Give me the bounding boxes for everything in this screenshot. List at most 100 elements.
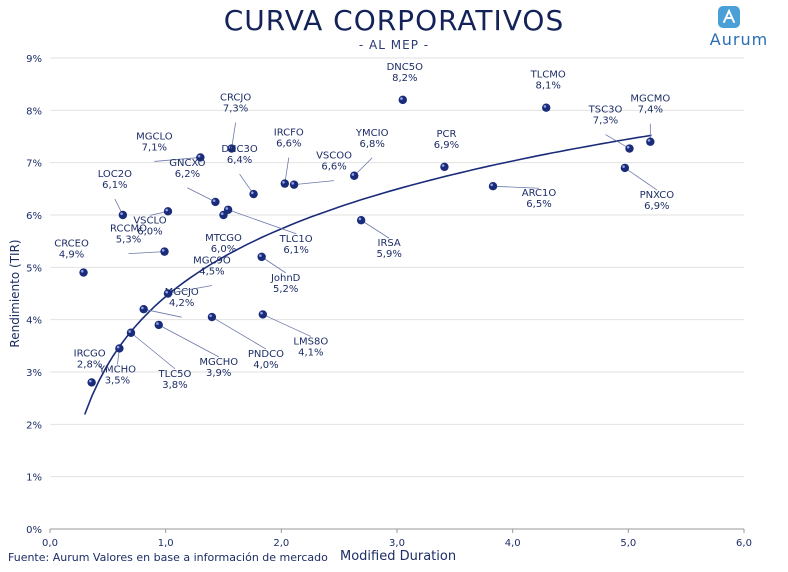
- data-point: [163, 207, 173, 216]
- point-label: TLC5O: [158, 369, 192, 380]
- leader-line: [130, 332, 176, 370]
- data-point-highlight: [80, 269, 84, 273]
- chart-title: CURVA CORPORATIVOS: [223, 4, 565, 37]
- point-label: PNXCO: [640, 190, 675, 201]
- data-point: [257, 252, 266, 262]
- data-point: [160, 247, 169, 256]
- data-point-highlight: [250, 191, 254, 195]
- point-label: CRCJO: [220, 93, 251, 104]
- y-tick-label: 2%: [26, 420, 42, 431]
- point-value-label: 6,4%: [227, 155, 252, 166]
- data-point: [118, 210, 128, 220]
- data-point-highlight: [543, 105, 547, 108]
- point-value-label: 7,1%: [142, 142, 167, 153]
- point-label: ARC1O: [522, 188, 557, 199]
- leader-line: [360, 219, 390, 239]
- chart-subtitle: - AL MEP -: [358, 38, 430, 52]
- point-value-label: 6,1%: [102, 180, 127, 191]
- leader-line: [284, 157, 290, 184]
- data-point: [115, 344, 124, 353]
- point-label: YMCIO: [355, 128, 389, 139]
- leader-line: [231, 122, 236, 149]
- leader-line: [158, 324, 219, 358]
- data-point-highlight: [291, 182, 295, 185]
- point-value-label: 6,9%: [644, 201, 669, 212]
- y-tick-label: 6%: [26, 211, 42, 222]
- leader-line: [262, 314, 311, 337]
- point-value-label: 6,8%: [360, 139, 385, 150]
- point-value-label: 6,6%: [276, 139, 301, 150]
- x-axis-label: Modified Duration: [340, 549, 457, 564]
- leader-line: [154, 157, 201, 162]
- data-point-highlight: [156, 322, 159, 325]
- leader-line: [128, 251, 165, 255]
- point-label: MGCMO: [630, 94, 670, 105]
- x-tick-label: 4,0: [505, 538, 521, 549]
- point-value-label: 5,3%: [116, 235, 141, 246]
- data-point-highlight: [225, 207, 229, 210]
- data-point: [488, 182, 498, 191]
- point-value-label: 7,3%: [593, 116, 618, 127]
- point-label: VSCOO: [316, 151, 352, 162]
- point-label: DNC5O: [387, 62, 424, 73]
- x-tick-label: 5,0: [620, 538, 636, 549]
- data-point: [350, 171, 359, 180]
- point-value-label: 5,2%: [273, 284, 298, 295]
- data-point-highlight: [89, 379, 92, 383]
- data-point-highlight: [212, 199, 216, 202]
- point-label: MTCGO: [205, 233, 242, 244]
- point-value-label: 7,3%: [223, 104, 248, 115]
- x-tick-label: 0,0: [42, 538, 58, 549]
- data-point-highlight: [120, 212, 123, 215]
- point-label: TSC3O: [588, 105, 623, 116]
- data-point-highlight: [165, 290, 168, 294]
- trend-line: [83, 134, 652, 415]
- data-point-highlight: [228, 145, 232, 149]
- data-point-highlight: [622, 165, 625, 168]
- point-value-label: 7,4%: [638, 105, 663, 116]
- point-label: JohnD: [270, 273, 301, 284]
- point-value-label: 3,5%: [105, 375, 130, 386]
- y-tick-label: 4%: [26, 316, 42, 327]
- data-point-highlight: [165, 208, 168, 212]
- data-point: [289, 180, 299, 189]
- data-point: [280, 179, 290, 188]
- data-point-highlight: [441, 164, 445, 167]
- data-point-highlight: [141, 306, 144, 310]
- point-label: LOC2O: [98, 169, 132, 180]
- y-tick-label: 8%: [26, 106, 42, 117]
- data-point: [211, 197, 220, 207]
- data-point: [249, 189, 258, 199]
- data-point-highlight: [259, 254, 262, 257]
- data-point: [646, 137, 655, 146]
- y-tick-label: 1%: [26, 473, 42, 484]
- data-point-highlight: [626, 145, 630, 149]
- data-point-highlight: [197, 154, 201, 158]
- source-note: Fuente: Aurum Valores en base a informac…: [8, 551, 328, 564]
- data-point-highlight: [128, 330, 131, 333]
- y-tick-label: 0%: [26, 525, 42, 536]
- leader-line: [261, 256, 286, 274]
- y-tick-label: 9%: [26, 54, 42, 65]
- point-value-label: 4,9%: [59, 250, 84, 261]
- point-label: VSCLO: [133, 215, 166, 226]
- y-tick-label: 7%: [26, 159, 42, 170]
- point-value-label: 6,5%: [526, 199, 551, 210]
- point-value-label: 6,9%: [434, 140, 459, 151]
- point-value-label: 6,6%: [321, 162, 346, 173]
- brand-logo: Aurum: [700, 6, 778, 50]
- x-tick-label: 3,0: [389, 538, 405, 549]
- data-point-highlight: [282, 181, 285, 184]
- point-value-label: 4,1%: [298, 347, 323, 358]
- point-value-label: 4,5%: [199, 267, 224, 278]
- point-label: GNCXO: [169, 158, 205, 169]
- data-point: [87, 378, 96, 387]
- data-point: [207, 312, 217, 322]
- leader-line: [294, 180, 335, 186]
- data-point-highlight: [209, 314, 212, 318]
- y-axis-label: Rendimiento (TIR): [8, 239, 22, 347]
- data-point: [154, 320, 163, 330]
- point-label: MGCHO: [199, 357, 238, 368]
